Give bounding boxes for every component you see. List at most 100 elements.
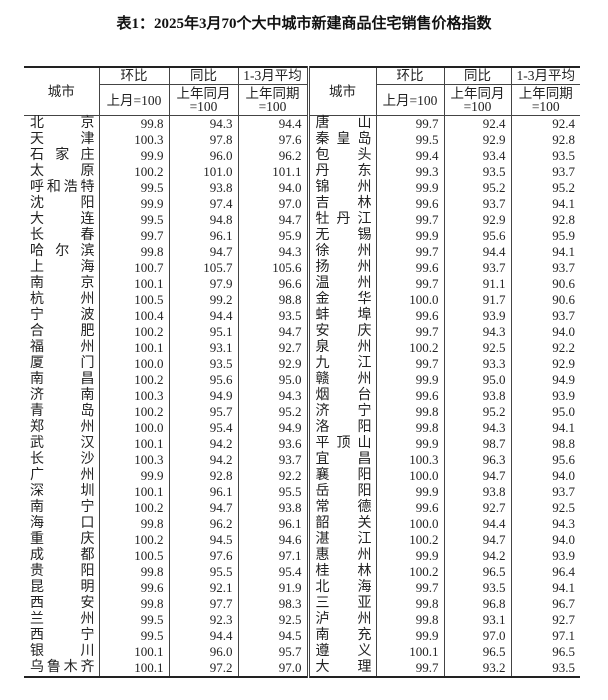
table-row: 宁波 100.4 94.4 93.5 蚌埠 99.6 93.9 93.7 — [24, 308, 580, 324]
left-mom-cell: 99.9 — [98, 468, 169, 484]
right-avg-cell: 95.6 — [510, 452, 580, 468]
right-mom-cell: 99.8 — [375, 612, 444, 628]
left-yoy-cell: 97.2 — [168, 660, 238, 677]
left-city-cell: 重庆 — [30, 532, 95, 548]
left-mom-cell: 100.3 — [98, 132, 169, 148]
right-yoy-cell: 92.5 — [443, 340, 511, 356]
left-mom-cell: 99.5 — [98, 180, 169, 196]
right-city-cell: 无锡 — [306, 228, 376, 244]
right-mom-cell: 99.7 — [375, 580, 444, 596]
right-avg-cell: 94.9 — [510, 372, 580, 388]
left-mom-cell: 100.1 — [98, 340, 169, 356]
left-mom-cell: 100.2 — [98, 164, 169, 180]
header-mom-base-right: 上月=100 — [375, 84, 444, 116]
left-avg-cell: 94.7 — [237, 324, 308, 340]
left-mom-cell: 100.3 — [98, 388, 169, 404]
left-yoy-cell: 96.0 — [168, 644, 238, 660]
right-city-cell: 徐州 — [306, 244, 376, 260]
right-yoy-cell: 93.5 — [443, 580, 511, 596]
right-avg-cell: 92.4 — [510, 115, 580, 132]
header-avg-base-line2: =100 — [531, 99, 560, 114]
left-yoy-cell: 97.8 — [168, 132, 238, 148]
left-avg-cell: 92.5 — [237, 612, 308, 628]
left-mom-cell: 100.2 — [98, 500, 169, 516]
left-city-cell: 成都 — [30, 548, 95, 564]
right-mom-cell: 99.6 — [375, 388, 444, 404]
left-mom-cell: 100.1 — [98, 276, 169, 292]
right-mom-cell: 99.4 — [375, 148, 444, 164]
left-mom-cell: 100.7 — [98, 260, 169, 276]
left-city-cell: 西宁 — [30, 628, 95, 644]
right-mom-cell: 99.8 — [375, 404, 444, 420]
right-avg-cell: 96.4 — [510, 564, 580, 580]
right-mom-cell: 99.7 — [375, 660, 444, 677]
table-body: 北京 99.8 94.3 94.4 唐山 99.7 92.4 92.4 天津 100.3 97.8 9… — [24, 115, 580, 677]
table-row: 北京 99.8 94.3 94.4 唐山 99.7 92.4 92.4 — [24, 115, 580, 132]
right-mom-cell: 99.8 — [375, 420, 444, 436]
table-row: 太原 100.2 101.0 101.1 丹东 99.3 93.5 93.7 — [24, 164, 580, 180]
right-city-cell: 泸州 — [306, 612, 376, 628]
price-index-table: 城市 环比 同比 1-3月平均 城市 环比 同比 1-3月平均 上月=100 上… — [24, 66, 580, 678]
table-row: 哈尔滨 99.8 94.7 94.3 徐州 99.7 94.4 94.1 — [24, 244, 580, 260]
left-city-cell: 合肥 — [30, 324, 95, 340]
left-avg-cell: 94.3 — [237, 244, 308, 260]
table-row: 石家庄 99.9 96.0 96.2 包头 99.4 93.4 93.5 — [24, 148, 580, 164]
right-mom-cell: 99.7 — [375, 324, 444, 340]
right-avg-cell: 94.1 — [510, 244, 580, 260]
right-city-cell: 牡丹江 — [306, 212, 376, 228]
right-city-cell: 丹东 — [306, 164, 376, 180]
left-city-cell: 青岛 — [30, 404, 95, 420]
right-mom-cell: 99.7 — [375, 356, 444, 372]
left-mom-cell: 99.8 — [98, 115, 169, 132]
table-row: 兰州 99.5 92.3 92.5 泸州 99.8 93.1 92.7 — [24, 612, 580, 628]
left-mom-cell: 100.2 — [98, 372, 169, 388]
right-yoy-cell: 96.3 — [443, 452, 511, 468]
right-avg-cell: 94.3 — [510, 516, 580, 532]
left-city-cell: 郑州 — [30, 420, 95, 436]
table-row: 合肥 100.2 95.1 94.7 安庆 99.7 94.3 94.0 — [24, 324, 580, 340]
right-avg-cell: 93.5 — [510, 660, 580, 677]
right-yoy-cell: 92.9 — [443, 212, 511, 228]
right-yoy-cell: 94.2 — [443, 548, 511, 564]
left-yoy-cell: 95.7 — [168, 404, 238, 420]
table-row: 成都 100.5 97.6 97.1 惠州 99.9 94.2 93.9 — [24, 548, 580, 564]
left-city-cell: 宁波 — [30, 308, 95, 324]
right-mom-cell: 100.2 — [375, 532, 444, 548]
left-yoy-cell: 96.1 — [168, 484, 238, 500]
right-yoy-cell: 92.4 — [443, 115, 511, 132]
right-city-cell: 湛江 — [306, 532, 376, 548]
left-yoy-cell: 101.0 — [168, 164, 238, 180]
table-row: 杭州 100.5 99.2 98.8 金华 100.0 91.7 90.6 — [24, 292, 580, 308]
header-yoy-base-line1: 上年同月 — [450, 86, 505, 101]
left-mom-cell: 100.2 — [98, 404, 169, 420]
header-avg-right: 1-3月平均 — [510, 67, 580, 85]
right-avg-cell: 90.6 — [510, 292, 580, 308]
right-city-cell: 唐山 — [306, 115, 376, 132]
left-mom-cell: 100.0 — [98, 420, 169, 436]
left-city-cell: 杭州 — [30, 292, 95, 308]
left-mom-cell: 100.1 — [98, 436, 169, 452]
left-city-cell: 南京 — [30, 276, 95, 292]
left-yoy-cell: 92.1 — [168, 580, 238, 596]
left-avg-cell: 97.1 — [237, 548, 308, 564]
right-avg-cell: 92.2 — [510, 340, 580, 356]
left-mom-cell: 100.1 — [98, 484, 169, 500]
left-city-cell: 沈阳 — [30, 196, 95, 212]
right-avg-cell: 93.7 — [510, 260, 580, 276]
right-city-cell: 惠州 — [306, 548, 376, 564]
right-avg-cell: 93.7 — [510, 164, 580, 180]
table-row: 武汉 100.1 94.2 93.6 平顶山 99.9 98.7 98.8 — [24, 436, 580, 452]
right-yoy-cell: 92.7 — [443, 500, 511, 516]
right-avg-cell: 92.7 — [510, 612, 580, 628]
right-city-cell: 遵义 — [306, 644, 376, 660]
table-row: 深圳 100.1 96.1 95.5 岳阳 99.9 93.8 93.7 — [24, 484, 580, 500]
right-avg-cell: 96.7 — [510, 596, 580, 612]
right-yoy-cell: 93.8 — [443, 388, 511, 404]
table-row: 海口 99.8 96.2 96.1 韶关 100.0 94.4 94.3 — [24, 516, 580, 532]
left-yoy-cell: 94.4 — [168, 308, 238, 324]
table-row: 重庆 100.2 94.5 94.6 湛江 100.2 94.7 94.0 — [24, 532, 580, 548]
left-mom-cell: 99.5 — [98, 612, 169, 628]
left-yoy-cell: 95.1 — [168, 324, 238, 340]
left-city-cell: 西安 — [30, 596, 95, 612]
right-yoy-cell: 94.7 — [443, 468, 511, 484]
